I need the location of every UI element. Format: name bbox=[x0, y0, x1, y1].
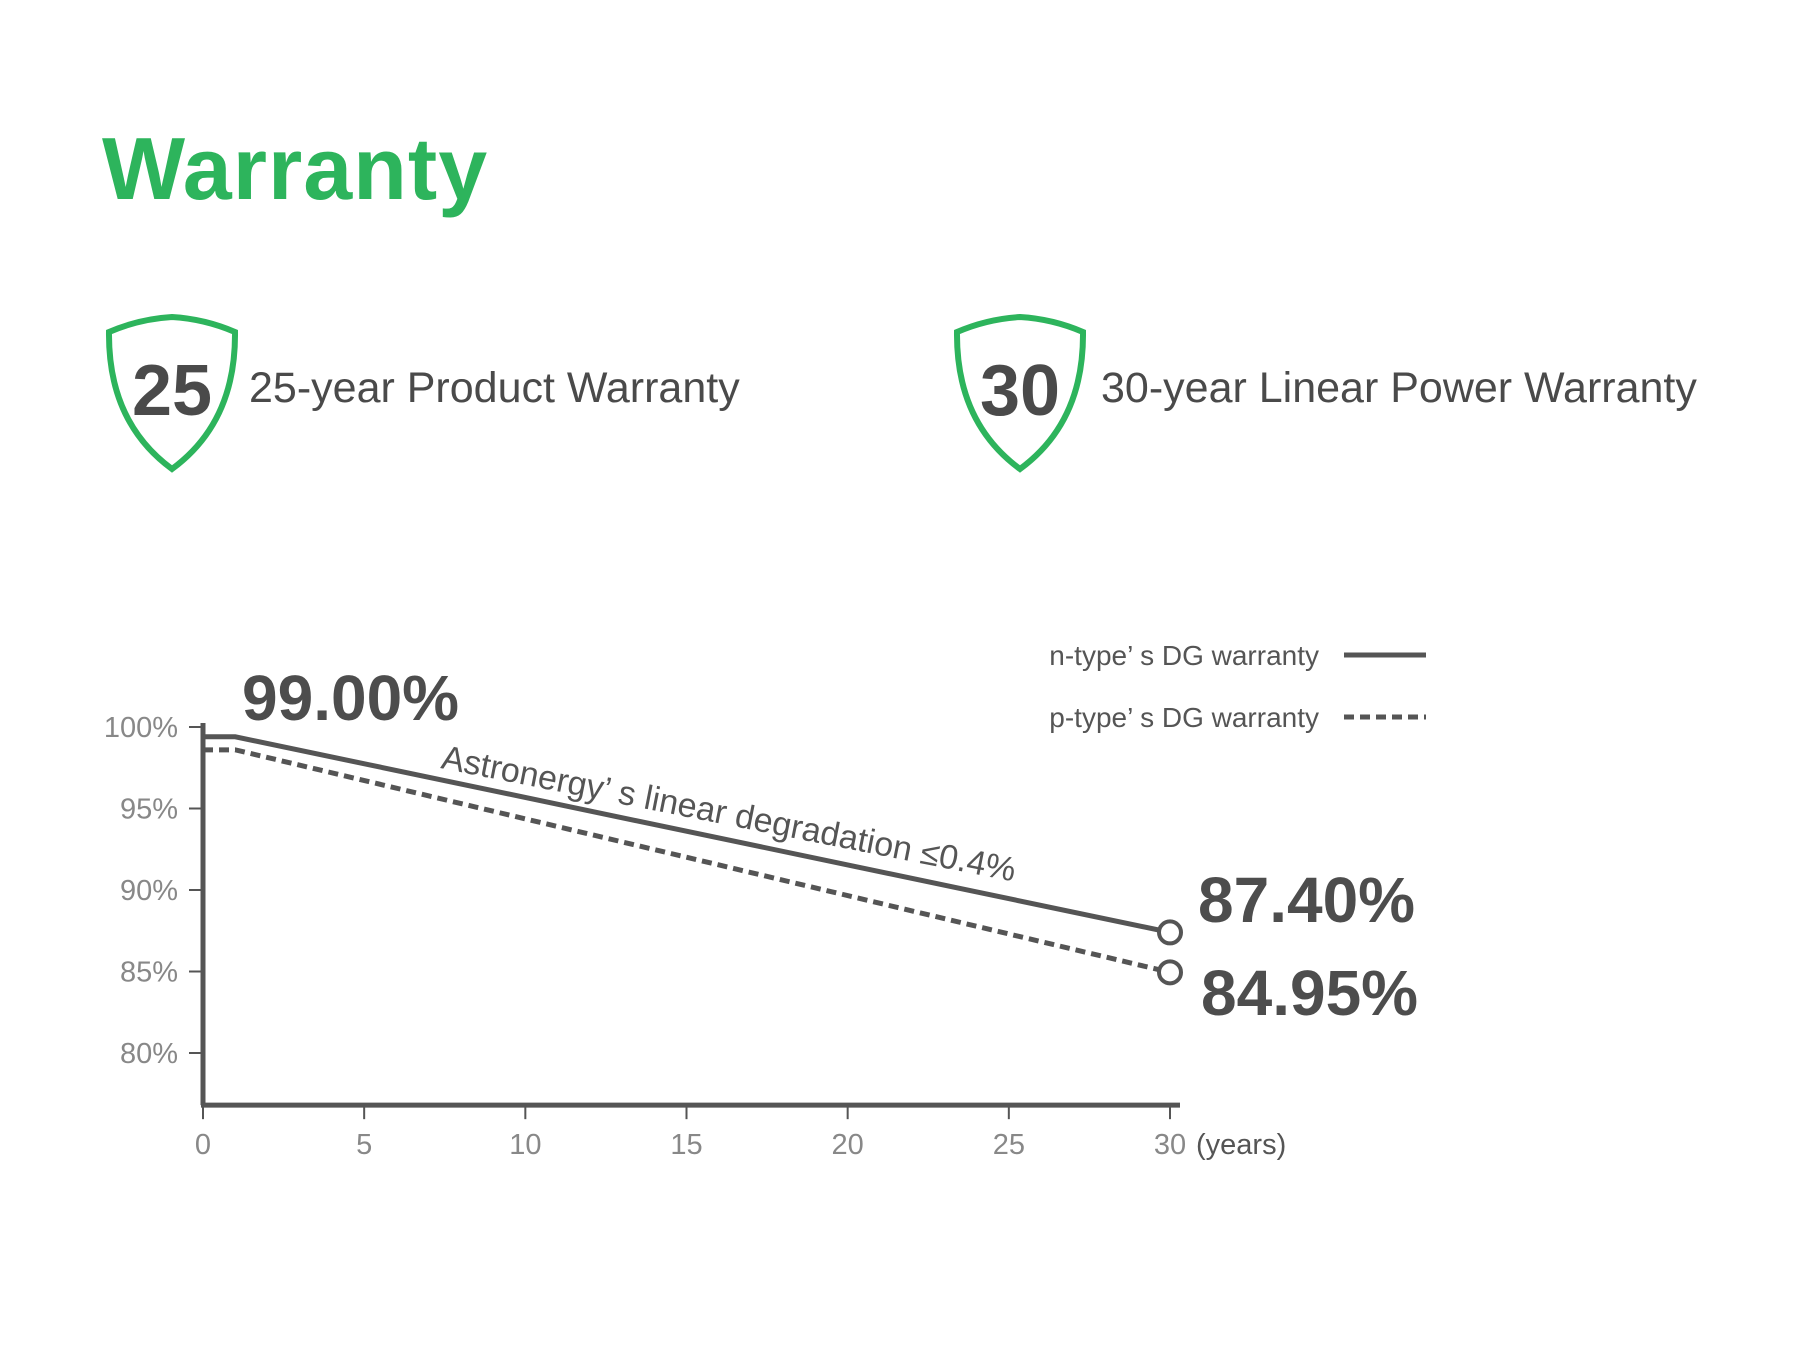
x-axis-label: (years) bbox=[1196, 1129, 1286, 1161]
x-tick-label: 30 bbox=[1154, 1129, 1186, 1161]
y-tick-label: 85% bbox=[120, 957, 178, 989]
y-tick-label: 90% bbox=[120, 875, 178, 907]
y-tick-label: 95% bbox=[120, 794, 178, 826]
badge-number: 30 bbox=[979, 351, 1061, 431]
x-tick-label: 20 bbox=[832, 1129, 864, 1161]
x-tick-label: 10 bbox=[509, 1129, 541, 1161]
series-line-n-type bbox=[203, 734, 1171, 935]
series-line-p-type bbox=[203, 747, 1171, 975]
x-tick-label: 15 bbox=[670, 1129, 702, 1161]
legend-label: n-type’ s DG warranty bbox=[1049, 640, 1319, 671]
badge-number: 25 bbox=[131, 351, 213, 431]
shield-badge-25: 25 bbox=[104, 312, 240, 474]
shield-icon bbox=[105, 313, 239, 473]
shield-badge-30: 30 bbox=[952, 312, 1088, 474]
start-value-label: 99.00% bbox=[242, 662, 459, 734]
p-type-end-label: 84.95% bbox=[1201, 957, 1418, 1029]
x-tick-label: 0 bbox=[195, 1129, 211, 1161]
x-tick-label: 5 bbox=[356, 1129, 372, 1161]
end-point-marker bbox=[1157, 959, 1183, 986]
x-tick-label: 25 bbox=[993, 1129, 1025, 1161]
product-warranty-label: 25-year Product Warranty bbox=[249, 364, 740, 412]
y-tick-label: 100% bbox=[104, 712, 178, 744]
legend-label: p-type’ s DG warranty bbox=[1049, 702, 1319, 733]
y-tick-label: 80% bbox=[120, 1038, 178, 1070]
shield-icon bbox=[953, 313, 1087, 473]
page-title: Warranty bbox=[102, 119, 489, 218]
degradation-annotation: Astronergy’ s linear degradation ≤0.4% bbox=[438, 739, 1019, 890]
n-type-end-label: 87.40% bbox=[1198, 864, 1415, 936]
end-point-marker bbox=[1157, 919, 1183, 946]
power-warranty-label: 30-year Linear Power Warranty bbox=[1101, 364, 1697, 412]
